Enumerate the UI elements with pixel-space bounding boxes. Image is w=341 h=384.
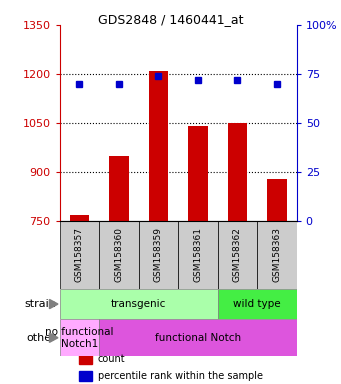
Bar	[99, 221, 139, 289]
Bar	[99, 319, 297, 356]
Bar	[257, 221, 297, 289]
Bar	[79, 371, 92, 381]
Text: wild type: wild type	[233, 299, 281, 309]
Text: transgenic: transgenic	[111, 299, 166, 309]
Text: GSM158359: GSM158359	[154, 227, 163, 283]
Text: GDS2848 / 1460441_at: GDS2848 / 1460441_at	[98, 13, 243, 26]
Text: percentile rank within the sample: percentile rank within the sample	[98, 371, 263, 381]
Bar	[188, 126, 208, 221]
Bar	[60, 319, 99, 356]
Text: strain: strain	[25, 299, 56, 309]
Bar	[60, 221, 99, 289]
Bar	[267, 179, 287, 221]
Text: count: count	[98, 354, 125, 364]
Bar	[178, 221, 218, 289]
Text: GSM158361: GSM158361	[193, 227, 203, 283]
Text: GSM158357: GSM158357	[75, 227, 84, 283]
Bar	[109, 156, 129, 221]
Bar	[227, 123, 247, 221]
Bar	[70, 215, 89, 221]
Text: other: other	[27, 333, 56, 343]
Text: functional Notch: functional Notch	[155, 333, 241, 343]
Text: GSM158360: GSM158360	[115, 227, 123, 283]
Bar	[60, 289, 218, 319]
Bar	[139, 221, 178, 289]
Bar	[149, 71, 168, 221]
Text: no functional
Notch1: no functional Notch1	[45, 327, 114, 349]
Bar	[218, 221, 257, 289]
Text: GSM158363: GSM158363	[272, 227, 281, 283]
Bar	[79, 354, 92, 364]
Bar	[218, 289, 297, 319]
Text: GSM158362: GSM158362	[233, 228, 242, 282]
